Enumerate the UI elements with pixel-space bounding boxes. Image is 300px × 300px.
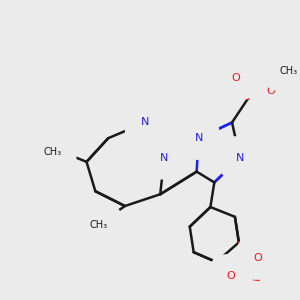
Text: CH₃: CH₃	[89, 220, 107, 230]
Text: O: O	[266, 86, 275, 96]
Text: N: N	[194, 133, 203, 143]
Text: O: O	[253, 253, 262, 263]
Text: N: N	[160, 153, 168, 163]
Text: N: N	[236, 153, 244, 163]
Text: CH₃: CH₃	[279, 66, 297, 76]
Text: O: O	[227, 271, 236, 281]
Text: CH₃: CH₃	[44, 147, 62, 157]
Text: O: O	[232, 73, 240, 83]
Text: N: N	[141, 118, 150, 128]
